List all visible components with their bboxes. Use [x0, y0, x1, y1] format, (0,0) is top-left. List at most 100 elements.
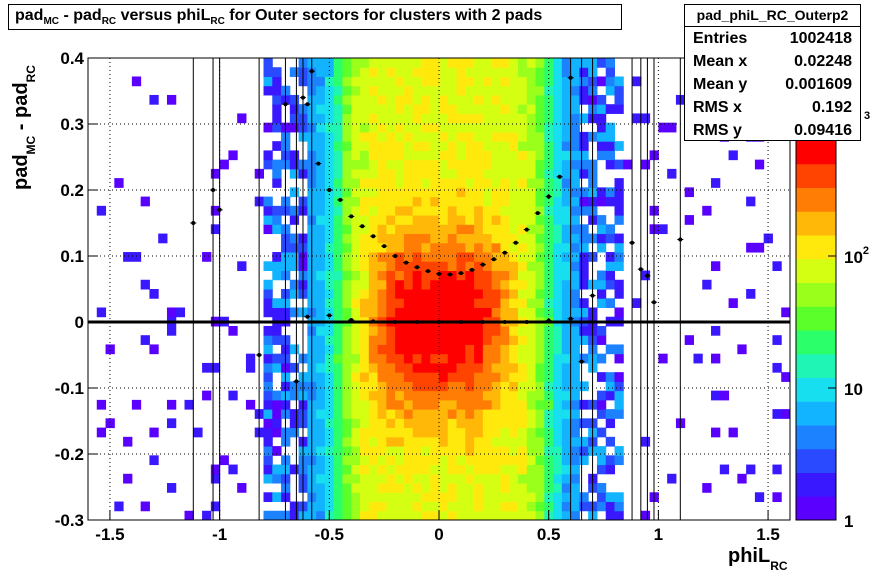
- heatmap-cell: [272, 510, 282, 521]
- heatmap-cell: [596, 270, 607, 281]
- heatmap-cell: [605, 141, 615, 151]
- heatmap-cell: [377, 501, 387, 512]
- heatmap-cell: [465, 279, 475, 290]
- heatmap-cell: [439, 67, 449, 77]
- heatmap-cell: [535, 510, 545, 521]
- heatmap-cell: [544, 168, 554, 179]
- heatmap-cell: [570, 67, 580, 77]
- heatmap-cell: [430, 252, 440, 262]
- heatmap-cell: [430, 483, 440, 493]
- heatmap-cell: [456, 224, 466, 235]
- heatmap-cell: [474, 141, 484, 151]
- y-tick-label: 0: [75, 313, 84, 332]
- heatmap-cell: [447, 335, 458, 345]
- heatmap-cell: [474, 353, 484, 364]
- heatmap-cell: [605, 261, 615, 272]
- heatmap-cell: [342, 390, 352, 401]
- heatmap-cell: [482, 307, 493, 318]
- heatmap-cell: [605, 233, 615, 244]
- heatmap-cell: [412, 141, 422, 151]
- heatmap-cell: [526, 399, 537, 410]
- heatmap-cell: [465, 141, 475, 151]
- heatmap-cell: [474, 473, 484, 484]
- heatmap-cell: [228, 464, 238, 475]
- heatmap-cell: [395, 335, 405, 345]
- heatmap-cell: [333, 418, 343, 429]
- heatmap-cell: [263, 205, 273, 216]
- heatmap-cell: [439, 141, 449, 151]
- heatmap-cell: [403, 168, 414, 179]
- heatmap-cell: [360, 58, 370, 68]
- heatmap-cell: [395, 464, 405, 475]
- heatmap-cell: [553, 261, 563, 272]
- heatmap-cell: [447, 159, 458, 170]
- heatmap-cell: [351, 113, 361, 124]
- heatmap-cell: [412, 372, 422, 382]
- heatmap-cell: [614, 409, 624, 419]
- colorbar-segment: [796, 211, 836, 236]
- heatmap-cell: [482, 94, 493, 105]
- heatmap-cell: [447, 85, 458, 96]
- heatmap-cell: [421, 76, 431, 87]
- heatmap-cell: [465, 67, 475, 77]
- heatmap-cell: [272, 178, 282, 188]
- heatmap-cell: [351, 455, 361, 466]
- heatmap-cell: [535, 381, 545, 392]
- mean-profile-point: [305, 314, 310, 319]
- heatmap-cell: [403, 131, 414, 142]
- heatmap-cell: [491, 501, 501, 512]
- heatmap-cell: [517, 233, 528, 244]
- heatmap-cell: [439, 224, 449, 235]
- x-tick-label: -1: [212, 525, 227, 544]
- heatmap-cell: [474, 390, 484, 401]
- heatmap-cell: [377, 418, 387, 429]
- heatmap-cell: [368, 76, 379, 87]
- heatmap-cell: [360, 483, 370, 493]
- heatmap-cell: [553, 464, 563, 475]
- heatmap-cell: [175, 307, 186, 318]
- heatmap-cell: [289, 501, 300, 512]
- heatmap-cell: [456, 85, 466, 96]
- heatmap-cell: [561, 473, 572, 484]
- heatmap-cell: [509, 510, 519, 521]
- heatmap-cell: [386, 215, 396, 225]
- heatmap-cell: [614, 353, 624, 364]
- heatmap-cell: [351, 279, 361, 290]
- colorbar-segment: [796, 448, 836, 473]
- heatmap-cell: [412, 399, 422, 410]
- heatmap-cell: [754, 242, 765, 253]
- heatmap-cell: [210, 473, 221, 484]
- heatmap-cell: [333, 131, 343, 142]
- heatmap-cell: [123, 473, 133, 484]
- heatmap-cell: [403, 307, 414, 318]
- heatmap-cell: [526, 178, 537, 188]
- heatmap-cell: [360, 510, 370, 521]
- heatmap-cell: [360, 335, 370, 345]
- heatmap-cell: [614, 94, 624, 105]
- heatmap-cell: [517, 150, 528, 161]
- heatmap-cell: [746, 242, 756, 253]
- heatmap-cell: [342, 325, 352, 336]
- heatmap-cell: [447, 233, 458, 244]
- heatmap-cell: [395, 159, 405, 170]
- heatmap-cell: [289, 381, 300, 392]
- heatmap-cell: [474, 483, 484, 493]
- heatmap-cell: [377, 131, 387, 142]
- heatmap-cell: [570, 464, 580, 475]
- heatmap-cell: [140, 279, 150, 290]
- heatmap-cell: [596, 409, 607, 419]
- heatmap-cell: [570, 446, 580, 456]
- heatmap-cell: [272, 492, 282, 503]
- heatmap-cell: [544, 215, 554, 225]
- heatmap-cell: [517, 353, 528, 364]
- heatmap-cell: [605, 492, 615, 503]
- heatmap-cell: [474, 446, 484, 456]
- heatmap-cell: [395, 252, 405, 262]
- heatmap-cell: [456, 307, 466, 318]
- heatmap-cell: [465, 252, 475, 262]
- x-tick-label: 0: [434, 525, 443, 544]
- heatmap-cell: [517, 483, 528, 493]
- heatmap-cell: [439, 325, 449, 336]
- heatmap-cell: [500, 372, 510, 382]
- heatmap-cell: [561, 464, 572, 475]
